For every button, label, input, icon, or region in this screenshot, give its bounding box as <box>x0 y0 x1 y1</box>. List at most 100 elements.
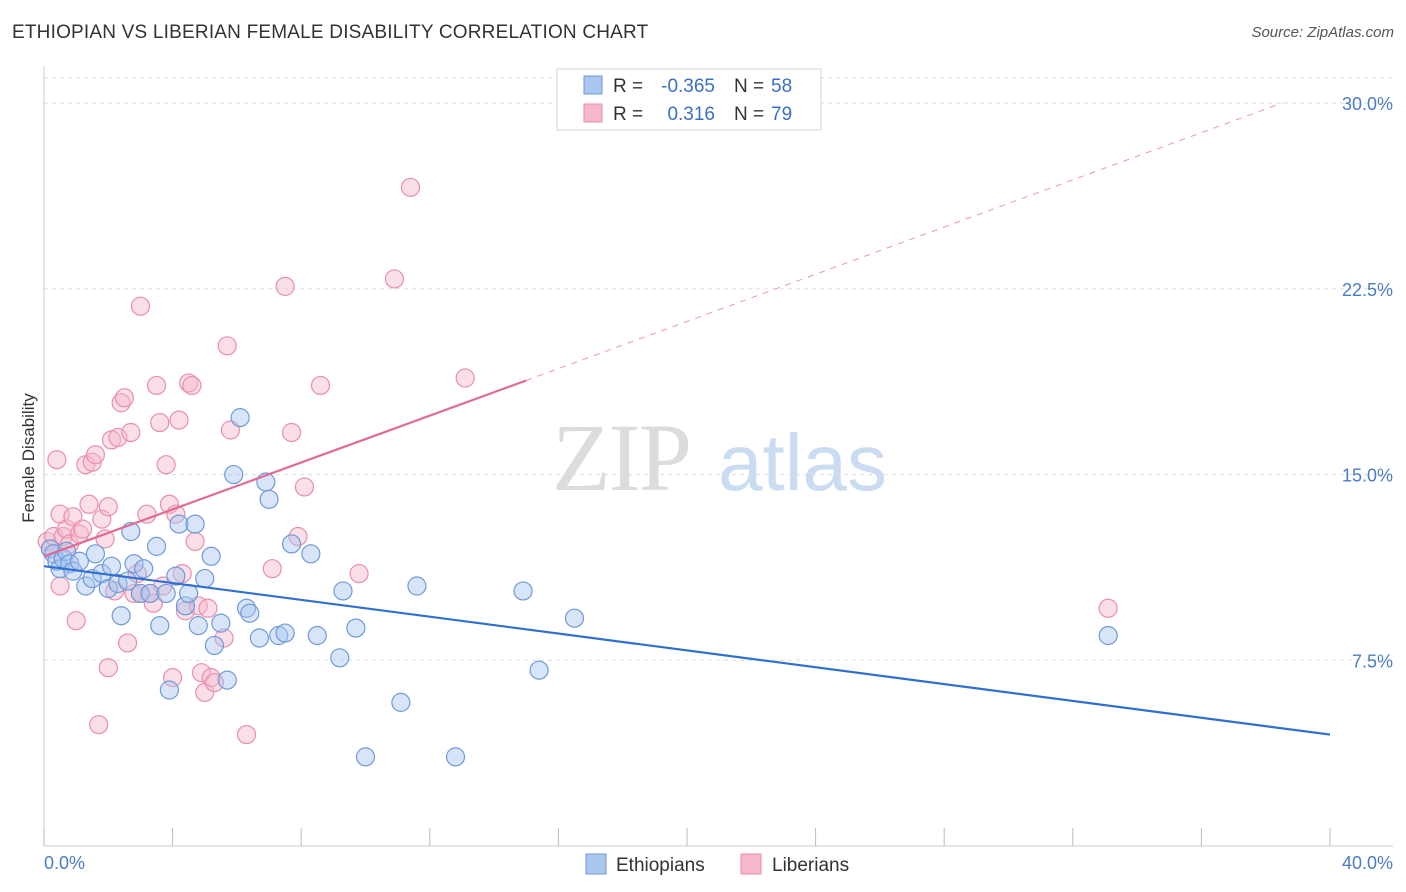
ethiopians-point-37 <box>217 670 237 690</box>
series-legend: Ethiopians Liberians <box>585 853 849 876</box>
liberians-point-26 <box>114 388 134 408</box>
ethiopians-point-46 <box>275 623 295 643</box>
watermark-zip: ZIP <box>552 404 690 511</box>
y-tick-label-2: 22.5% <box>1342 280 1393 300</box>
chart-title: ETHIOPIAN VS LIBERIAN FEMALE DISABILITY … <box>12 22 649 43</box>
liberians-point-14 <box>79 494 99 514</box>
ethiopians-point-42 <box>249 628 270 648</box>
ethiopians-point-59 <box>564 608 585 628</box>
liberians-point-39 <box>156 455 176 475</box>
ethiopians-point-11 <box>85 544 106 564</box>
x-tick-label-min: 0.0% <box>44 853 85 873</box>
axes <box>43 66 1393 847</box>
liberians-point-32 <box>130 296 151 316</box>
liberians-point-66 <box>384 269 405 289</box>
legend-r-value-liberians: 0.316 <box>667 104 715 125</box>
ethiopians-point-57 <box>513 581 533 601</box>
liberians-point-68 <box>455 368 475 388</box>
ethiopians-point-48 <box>301 544 321 564</box>
ethiopians-point-21 <box>134 559 154 579</box>
ethiopians-trend-line <box>43 565 1331 736</box>
liberians-point-3 <box>47 450 67 470</box>
liberians-points <box>37 177 1118 745</box>
ethiopians-point-28 <box>169 514 189 534</box>
x-tick-label-max: 40.0% <box>1342 853 1393 873</box>
ethiopians-point-44 <box>259 489 279 509</box>
liberians-point-28 <box>121 422 141 443</box>
liberians-point-41 <box>163 668 183 688</box>
ethiopians-point-9 <box>76 576 96 596</box>
liberians-point-24 <box>108 427 128 448</box>
liberians-point-5 <box>50 576 70 596</box>
grid-lines <box>44 77 1393 661</box>
liberians-point-12 <box>72 519 93 539</box>
legend-r-value-ethiopians: -0.365 <box>661 76 715 97</box>
ethiopians-point-33 <box>195 568 215 589</box>
ethiopians-points <box>40 408 1118 767</box>
ethiopians-point-36 <box>211 613 231 633</box>
ethiopians-point-34 <box>201 546 221 566</box>
trend-lines <box>43 102 1331 736</box>
ethiopians-point-14 <box>101 556 122 576</box>
liberians-trend-extension <box>526 102 1282 381</box>
y-tick-label-0: 7.5% <box>1352 651 1393 671</box>
liberians-point-58 <box>236 724 257 745</box>
liberians-point-29 <box>124 583 144 604</box>
y-axis-label: Female Disability <box>19 393 38 523</box>
ethiopians-point-20 <box>130 583 151 604</box>
ethiopians-point-51 <box>333 581 353 601</box>
legend-n-label-liberians: N = <box>734 104 764 125</box>
ethiopians-point-53 <box>355 747 376 767</box>
ethiopians-point-50 <box>330 648 350 668</box>
ethiopians-point-41 <box>240 603 260 623</box>
y-tick-labels: 7.5% 15.0% 22.5% 30.0% <box>1342 94 1393 671</box>
liberians-point-65 <box>349 564 369 584</box>
ethiopians-point-16 <box>111 606 131 626</box>
liberians-point-63 <box>294 477 315 497</box>
ethiopians-point-49 <box>307 625 327 646</box>
liberians-point-18 <box>92 509 112 529</box>
liberians-point-60 <box>275 276 295 296</box>
legend-swatch-liberians <box>583 103 603 123</box>
bottom-legend-label-ethiopians: Ethiopians <box>616 855 705 876</box>
liberians-point-33 <box>137 504 157 524</box>
bottom-legend-label-liberians: Liberians <box>772 855 849 876</box>
ethiopians-point-23 <box>146 536 167 556</box>
legend-n-value-liberians: 79 <box>771 104 792 125</box>
stats-legend: R = -0.365 N = 58 R = 0.316 N = 79 <box>556 68 822 131</box>
legend-n-value-ethiopians: 58 <box>771 76 792 97</box>
liberians-point-27 <box>117 633 138 653</box>
liberians-point-50 <box>191 663 212 683</box>
liberians-point-59 <box>262 559 282 579</box>
liberians-point-62 <box>288 526 308 547</box>
liberians-trend-line <box>43 379 527 558</box>
ethiopians-point-22 <box>140 583 160 604</box>
ethiopians-point-26 <box>159 680 179 700</box>
liberians-point-10 <box>66 611 86 631</box>
ethiopians-point-54 <box>391 692 411 712</box>
y-tick-label-3: 30.0% <box>1342 94 1393 114</box>
liberians-point-47 <box>182 375 202 396</box>
watermark-atlas: atlas <box>718 418 887 507</box>
ethiopians-point-25 <box>156 583 176 604</box>
ethiopians-point-24 <box>150 616 170 636</box>
liberians-point-7 <box>56 519 77 539</box>
liberians-point-21 <box>98 497 118 517</box>
liberians-point-16 <box>85 445 106 465</box>
ethiopians-point-38 <box>224 464 244 485</box>
ethiopians-point-47 <box>281 534 302 554</box>
legend-swatch-ethiopians <box>583 75 603 95</box>
liberians-point-43 <box>169 410 189 430</box>
liberians-point-48 <box>185 531 205 552</box>
liberians-point-37 <box>150 412 170 433</box>
ethiopians-point-35 <box>204 635 224 656</box>
liberians-point-19 <box>95 529 115 549</box>
ethiopians-point-27 <box>166 566 186 586</box>
ethiopians-point-52 <box>346 618 366 638</box>
ethiopians-point-30 <box>179 583 199 604</box>
chart-source: Source: ZipAtlas.com <box>1251 24 1394 41</box>
bottom-legend-swatch-liberians <box>740 853 762 875</box>
legend-r-label-ethiopians: R = <box>613 76 643 97</box>
legend-r-label-liberians: R = <box>613 104 643 125</box>
